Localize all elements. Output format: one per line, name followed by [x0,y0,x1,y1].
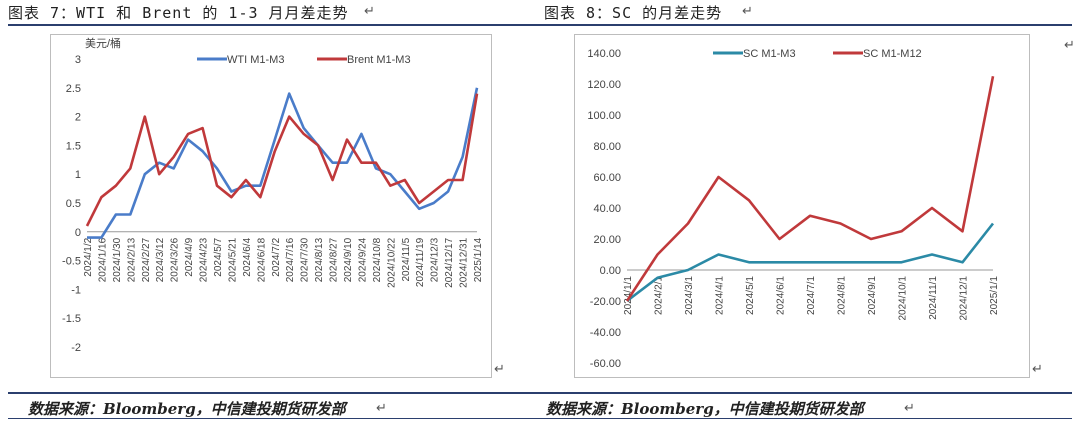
x-tick-label: 2024/11/5 [401,237,412,281]
y-tick-label: 0 [75,227,81,239]
x-tick-label: 2024/5/1 [745,276,756,315]
y-tick-label: 3 [75,54,81,66]
y-tick-label: -0.5 [62,256,81,268]
x-tick-label: 2024/10/22 [386,237,397,287]
return-mark: ↵ [1032,362,1043,377]
x-tick-label: 2024/3/26 [170,237,181,282]
x-tick-label: 2025/1/1 [989,276,1000,315]
x-tick-label: 2024/4/1 [715,276,726,315]
x-tick-label: 2024/7/2 [271,237,282,276]
return-mark: ↵ [742,4,753,19]
x-tick-label: 2024/10/8 [372,237,383,282]
x-tick-label: 2024/8/13 [314,237,325,282]
x-tick-label: 2024/2/13 [126,237,137,282]
x-tick-label: 2024/4/23 [199,237,210,282]
series-line [85,93,479,227]
y-tick-label: -60.00 [590,358,621,370]
return-mark: ↵ [364,4,375,19]
x-tick-label: 2024/12/1 [959,276,970,321]
legend-label: Brent M1-M3 [347,54,411,66]
x-tick-label: 2024/1/16 [97,237,108,282]
legend-label: WTI M1-M3 [227,54,284,66]
x-tick-label: 2024/8/1 [837,276,848,315]
footer-rule [8,418,1072,419]
series-line [626,222,995,303]
right-chart: 140.00 120.00 100.00 80.00 60.00 40.00 20.00 0.… [587,48,1000,370]
x-tick-label: 2024/1/1 [623,276,634,315]
x-tick-label: 2024/3/12 [155,237,166,282]
x-tick-label: 2024/12/31 [459,237,470,287]
x-tick-label: 2024/4/9 [184,237,195,276]
y-axis-label: 美元/桶 [85,36,121,50]
x-tick-label: 2024/9/1 [867,276,878,315]
y-tick-label: 120.00 [587,79,621,91]
left-chart-panel: 3 2.5 2 1.5 1 0.5 0 -0.5 -1 -1.5 -2 美元/桶 2024/1/2 202… [50,34,492,378]
right-chart-panel: 140.00 120.00 100.00 80.00 60.00 40.00 20.00 0.… [574,34,1030,378]
x-tick-label: 2025/1/14 [473,237,484,282]
y-tick-label: 1 [75,169,81,181]
left-figure-caption: 图表 7：WTI 和 Brent 的 1-3 月月差走势 [8,4,349,22]
x-tick-label: 2024/12/17 [444,237,455,287]
x-tick-label: 2024/2/27 [141,237,152,282]
right-figure-caption: 图表 8：SC 的月差走势 [544,4,723,22]
x-tick-label: 2024/10/1 [898,276,909,321]
bottom-rule [8,392,1072,394]
return-mark: ↵ [904,401,915,416]
y-tick-label: 2 [75,112,81,124]
legend-label: SC M1-M12 [863,48,922,60]
x-tick-label: 2024/7/16 [285,237,296,282]
x-tick-label: 2024/7/1 [806,276,817,315]
x-tick-label: 2024/11/19 [415,237,426,287]
y-tick-label: -2 [71,342,81,354]
y-tick-label: 140.00 [587,48,621,60]
x-tick-label: 2024/6/4 [242,237,253,276]
y-tick-label: 20.00 [593,234,621,246]
x-tick-label: 2024/8/27 [329,237,340,282]
x-tick-label: 2024/2/1 [654,276,665,315]
y-tick-label: -1 [71,284,81,296]
y-tick-label: 0.00 [600,265,621,277]
y-tick-label: -40.00 [590,327,621,339]
x-tick-label: 2024/5/21 [227,237,238,282]
series-line [87,87,479,239]
series-line [625,76,995,302]
x-tick-label: 2024/9/10 [343,237,354,282]
x-tick-label: 2024/6/1 [776,276,787,315]
x-tick-label: 2024/7/30 [300,237,311,282]
y-tick-label: 40.00 [593,203,621,215]
return-mark: ↵ [1064,38,1075,53]
x-tick-label: 2024/5/7 [213,237,224,276]
return-mark: ↵ [494,362,505,377]
y-tick-label: 60.00 [593,172,621,184]
y-tick-label: 2.5 [66,83,81,95]
y-tick-label: 80.00 [593,141,621,153]
x-tick-label: 2024/11/1 [928,276,939,320]
y-tick-label: 1.5 [66,140,81,152]
return-mark: ↵ [376,401,387,416]
left-source-note: 数据来源：Bloomberg，中信建投期货研发部 [28,400,346,418]
x-tick-label: 2024/9/24 [357,237,368,282]
top-rule [8,24,1072,26]
x-tick-label: 2024/6/18 [256,237,267,282]
x-tick-label: 2024/1/2 [83,237,94,276]
y-tick-label: 100.00 [587,110,621,122]
x-tick-label: 2024/12/3 [430,237,441,282]
y-tick-label: -20.00 [590,296,621,308]
y-tick-label: -1.5 [62,313,81,325]
legend-label: SC M1-M3 [743,48,796,60]
x-tick-label: 2024/3/1 [684,276,695,315]
x-tick-label: 2024/1/30 [112,237,123,282]
right-source-note: 数据来源：Bloomberg，中信建投期货研发部 [546,400,864,418]
y-tick-label: 0.5 [66,198,81,210]
